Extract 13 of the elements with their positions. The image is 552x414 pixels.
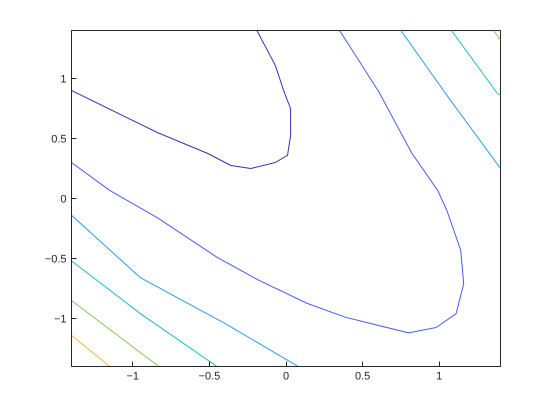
x-tick-label: 0.5: [354, 370, 370, 382]
x-tick-label: −0.5: [198, 370, 220, 382]
y-tick-label: 1: [60, 74, 67, 86]
y-tick-label: −0.5: [44, 254, 67, 266]
y-tick-label: −1: [54, 314, 67, 326]
line-series: [72, 30, 292, 169]
y-tick-label: 0: [60, 194, 67, 206]
x-tick-label: 1: [436, 370, 442, 382]
x-tick-label: −1: [126, 370, 140, 382]
x-tick-label: 0: [282, 370, 290, 382]
y-tick-label: 0.5: [51, 134, 67, 146]
line-series: [72, 30, 464, 334]
line-series: [72, 214, 299, 366]
